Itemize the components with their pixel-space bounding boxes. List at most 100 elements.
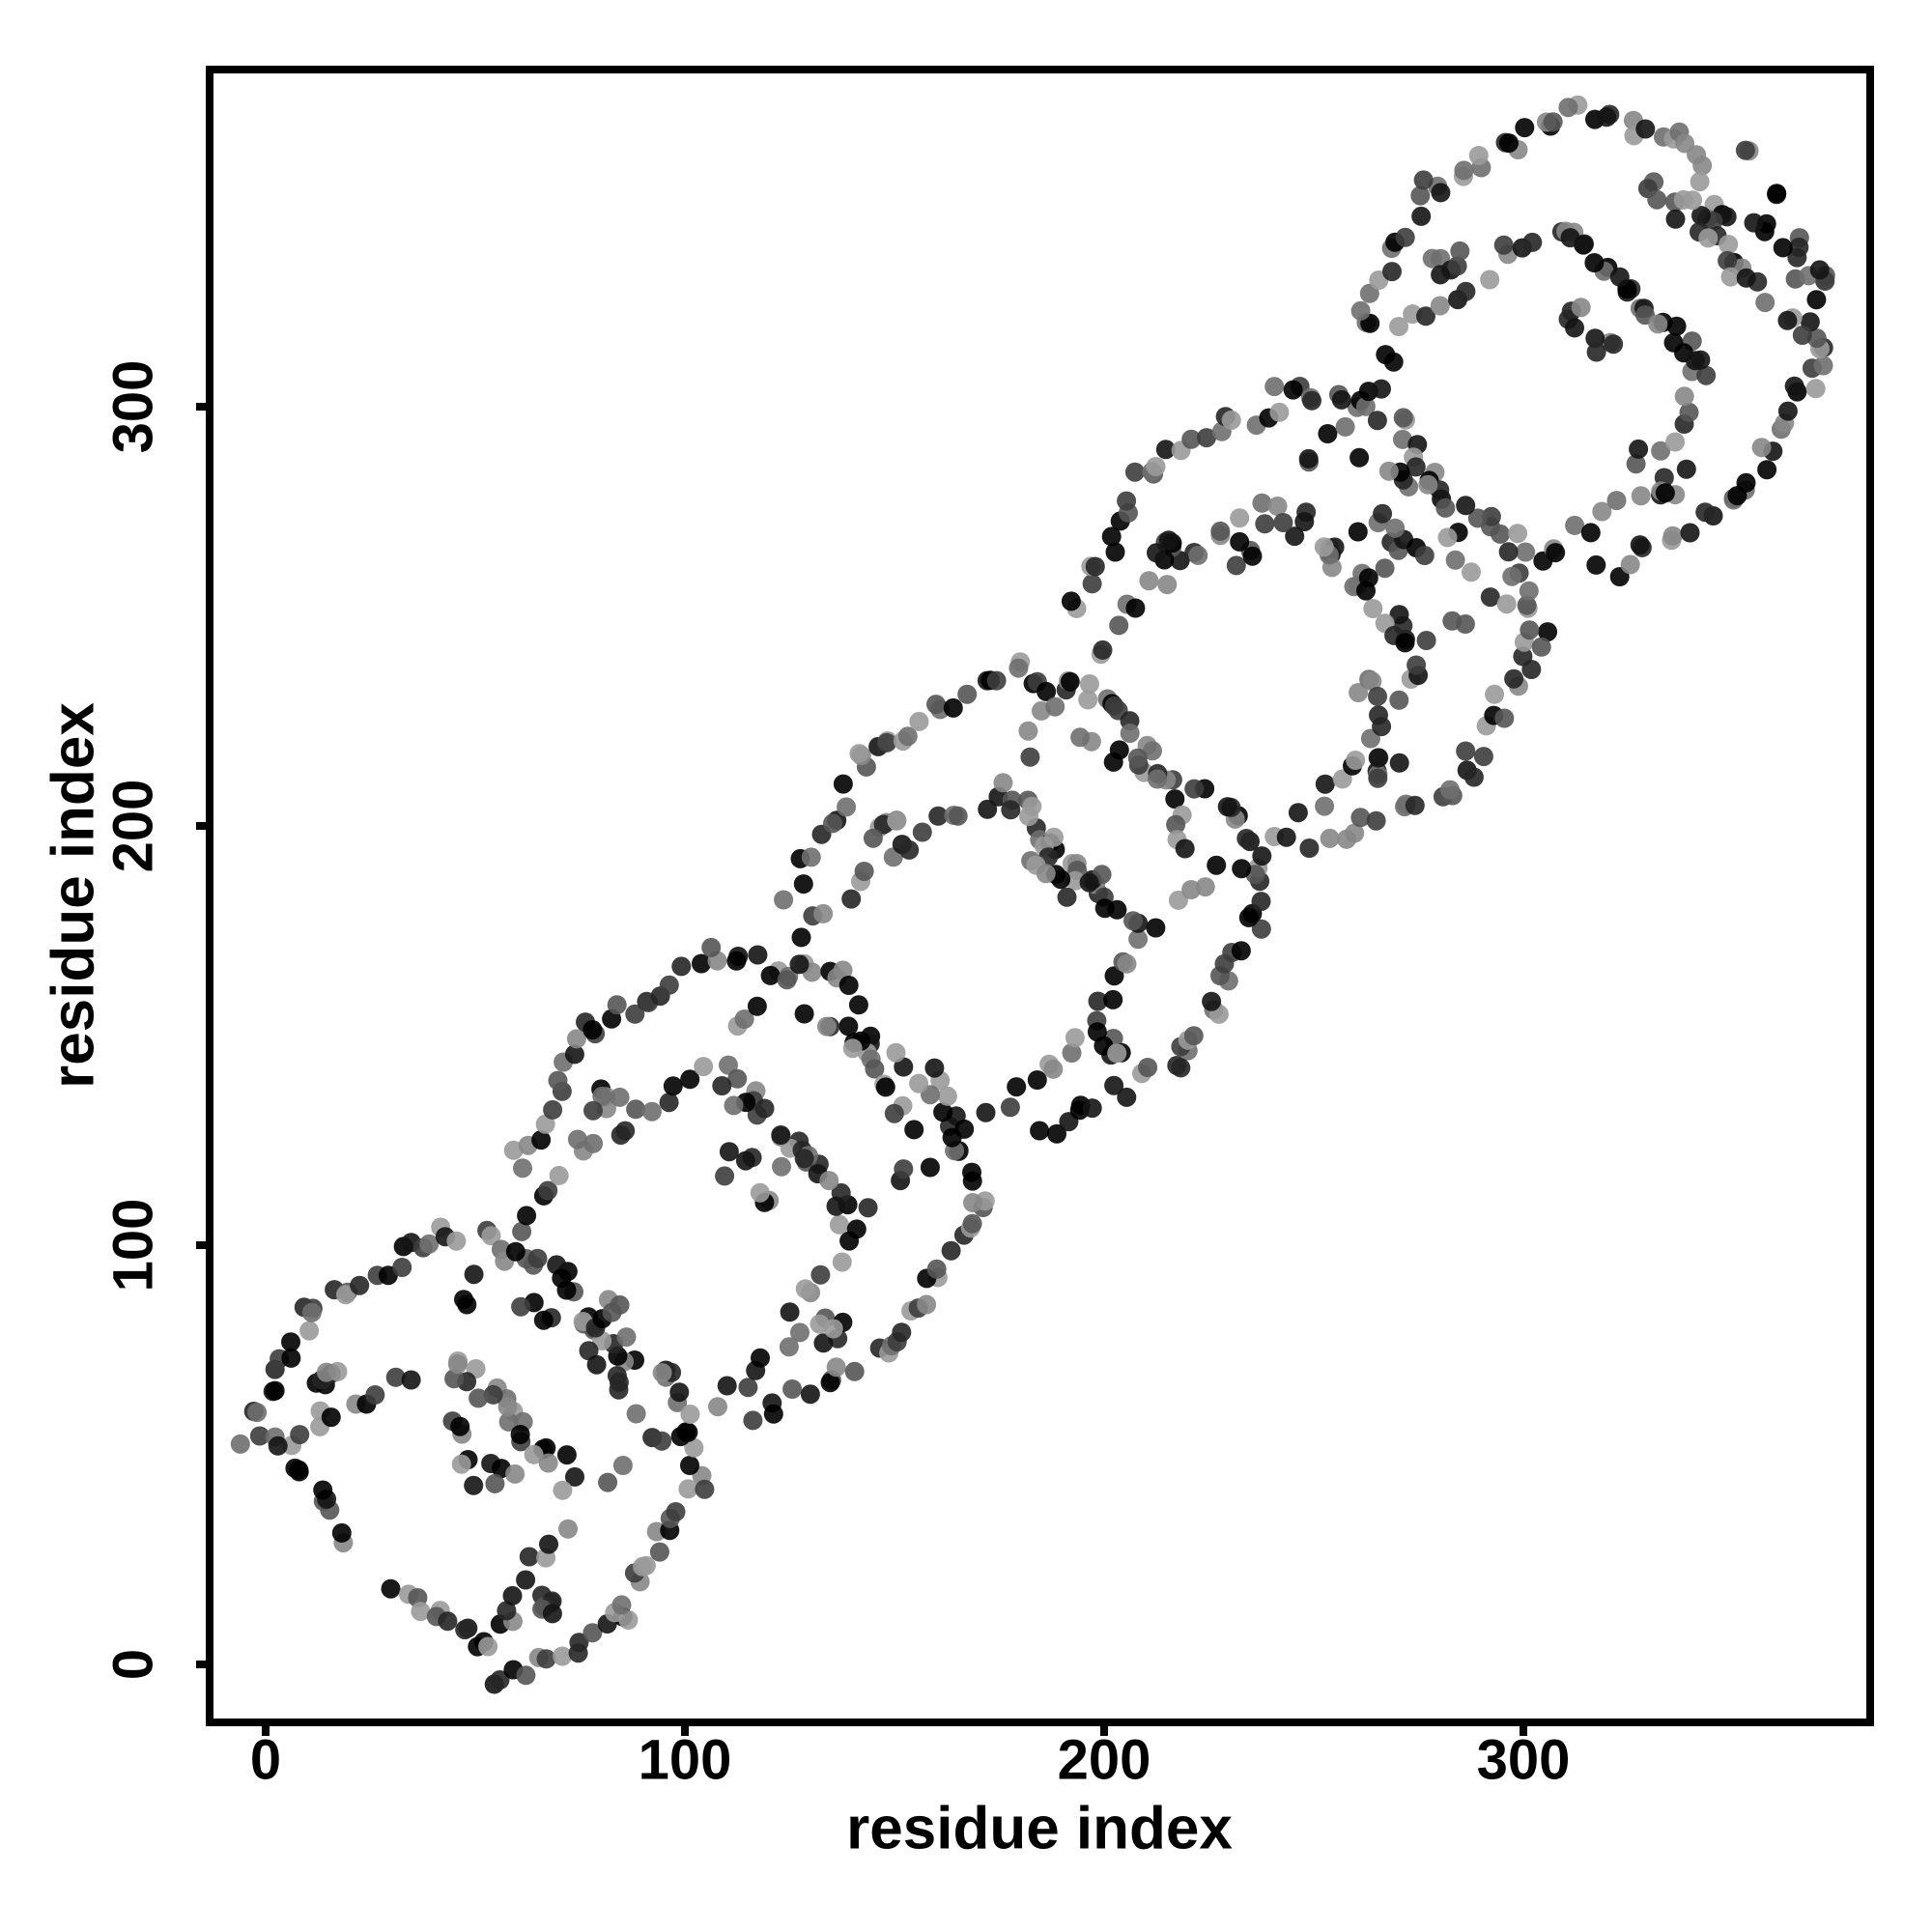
data-point bbox=[1368, 748, 1388, 768]
data-point bbox=[1609, 267, 1630, 287]
data-point bbox=[1767, 184, 1787, 204]
data-point bbox=[1057, 887, 1077, 907]
data-point bbox=[610, 1087, 630, 1107]
data-point bbox=[1123, 911, 1143, 931]
data-point bbox=[350, 1275, 370, 1295]
data-point bbox=[1809, 260, 1830, 280]
data-point bbox=[1789, 238, 1809, 257]
data-point bbox=[1251, 919, 1271, 939]
data-point bbox=[497, 1397, 518, 1417]
data-point bbox=[838, 976, 859, 995]
x-axis-title: residue index bbox=[846, 1796, 1233, 1862]
data-point bbox=[1757, 460, 1777, 480]
data-point bbox=[626, 1099, 646, 1120]
data-point bbox=[1674, 386, 1694, 407]
data-point bbox=[616, 1327, 637, 1348]
data-point bbox=[1513, 646, 1533, 667]
data-point bbox=[531, 1130, 552, 1151]
data-point bbox=[618, 1610, 639, 1630]
data-point bbox=[511, 1296, 531, 1317]
data-point bbox=[1620, 554, 1640, 575]
data-point bbox=[502, 1585, 523, 1605]
data-point bbox=[920, 1157, 940, 1178]
data-point bbox=[820, 1373, 840, 1393]
data-point bbox=[1302, 390, 1321, 411]
data-point bbox=[1093, 639, 1113, 660]
data-point bbox=[1792, 326, 1812, 345]
data-point bbox=[1251, 892, 1271, 912]
data-point bbox=[1101, 526, 1122, 547]
data-point bbox=[782, 1379, 803, 1399]
data-point bbox=[701, 937, 722, 957]
data-point bbox=[1155, 440, 1176, 460]
data-point bbox=[1027, 1070, 1047, 1090]
data-point bbox=[1232, 859, 1252, 879]
data-point bbox=[1597, 107, 1617, 128]
data-point bbox=[583, 1133, 604, 1153]
data-point bbox=[1735, 140, 1755, 160]
data-point bbox=[1522, 232, 1543, 252]
data-point bbox=[265, 1380, 285, 1401]
data-point bbox=[1584, 253, 1605, 272]
data-point bbox=[1592, 501, 1612, 522]
data-point bbox=[1784, 376, 1804, 396]
data-point bbox=[1454, 160, 1474, 181]
data-point bbox=[281, 1348, 301, 1368]
data-point bbox=[438, 1611, 458, 1632]
data-point bbox=[505, 1463, 526, 1484]
data-point bbox=[1648, 314, 1668, 334]
data-point bbox=[1368, 686, 1387, 706]
data-point bbox=[268, 1435, 288, 1456]
data-point bbox=[841, 889, 862, 909]
data-point bbox=[510, 1425, 530, 1444]
data-point bbox=[1043, 1059, 1064, 1079]
data-point bbox=[1629, 439, 1649, 459]
data-point bbox=[1375, 558, 1395, 579]
data-point bbox=[810, 1264, 831, 1285]
data-point bbox=[1139, 571, 1159, 591]
data-point bbox=[455, 1620, 475, 1640]
data-point bbox=[941, 1240, 961, 1261]
data-point bbox=[1120, 724, 1140, 743]
data-point bbox=[1369, 705, 1388, 725]
data-point bbox=[365, 1385, 385, 1405]
data-point bbox=[1673, 189, 1693, 210]
data-point bbox=[1331, 389, 1351, 410]
data-point bbox=[527, 1248, 548, 1268]
data-point bbox=[230, 1434, 250, 1454]
x-axis-ticks: 0 100 200 300 bbox=[250, 1722, 1570, 1792]
data-point bbox=[1736, 268, 1756, 288]
data-point bbox=[1679, 402, 1699, 422]
data-point bbox=[1467, 508, 1488, 528]
data-point bbox=[481, 1226, 501, 1246]
data-point bbox=[886, 1042, 906, 1063]
y-axis-ticks: 0 100 200 300 bbox=[102, 360, 210, 1680]
data-point bbox=[1580, 523, 1601, 543]
data-point bbox=[1022, 796, 1042, 816]
data-point bbox=[1447, 256, 1467, 276]
data-point bbox=[1665, 209, 1686, 229]
data-point bbox=[249, 1426, 270, 1446]
data-point bbox=[1571, 298, 1591, 318]
data-point bbox=[1651, 440, 1671, 461]
data-point bbox=[1773, 238, 1793, 258]
data-point bbox=[1431, 265, 1451, 285]
data-point bbox=[565, 1466, 584, 1487]
data-point bbox=[1368, 768, 1388, 788]
data-point bbox=[1543, 112, 1563, 132]
data-point bbox=[708, 1397, 727, 1417]
data-point bbox=[1285, 526, 1305, 547]
data-point bbox=[1104, 966, 1124, 986]
data-point bbox=[447, 1354, 468, 1375]
data-point bbox=[1226, 555, 1246, 576]
data-point bbox=[904, 1120, 924, 1140]
data-point bbox=[553, 1646, 573, 1666]
data-point bbox=[1117, 491, 1137, 511]
data-point bbox=[1230, 508, 1250, 528]
data-point bbox=[771, 1125, 791, 1145]
data-point bbox=[1565, 318, 1584, 338]
data-point bbox=[582, 1623, 603, 1643]
data-point bbox=[524, 1444, 544, 1464]
data-point bbox=[649, 1542, 669, 1562]
data-point bbox=[794, 1149, 814, 1169]
